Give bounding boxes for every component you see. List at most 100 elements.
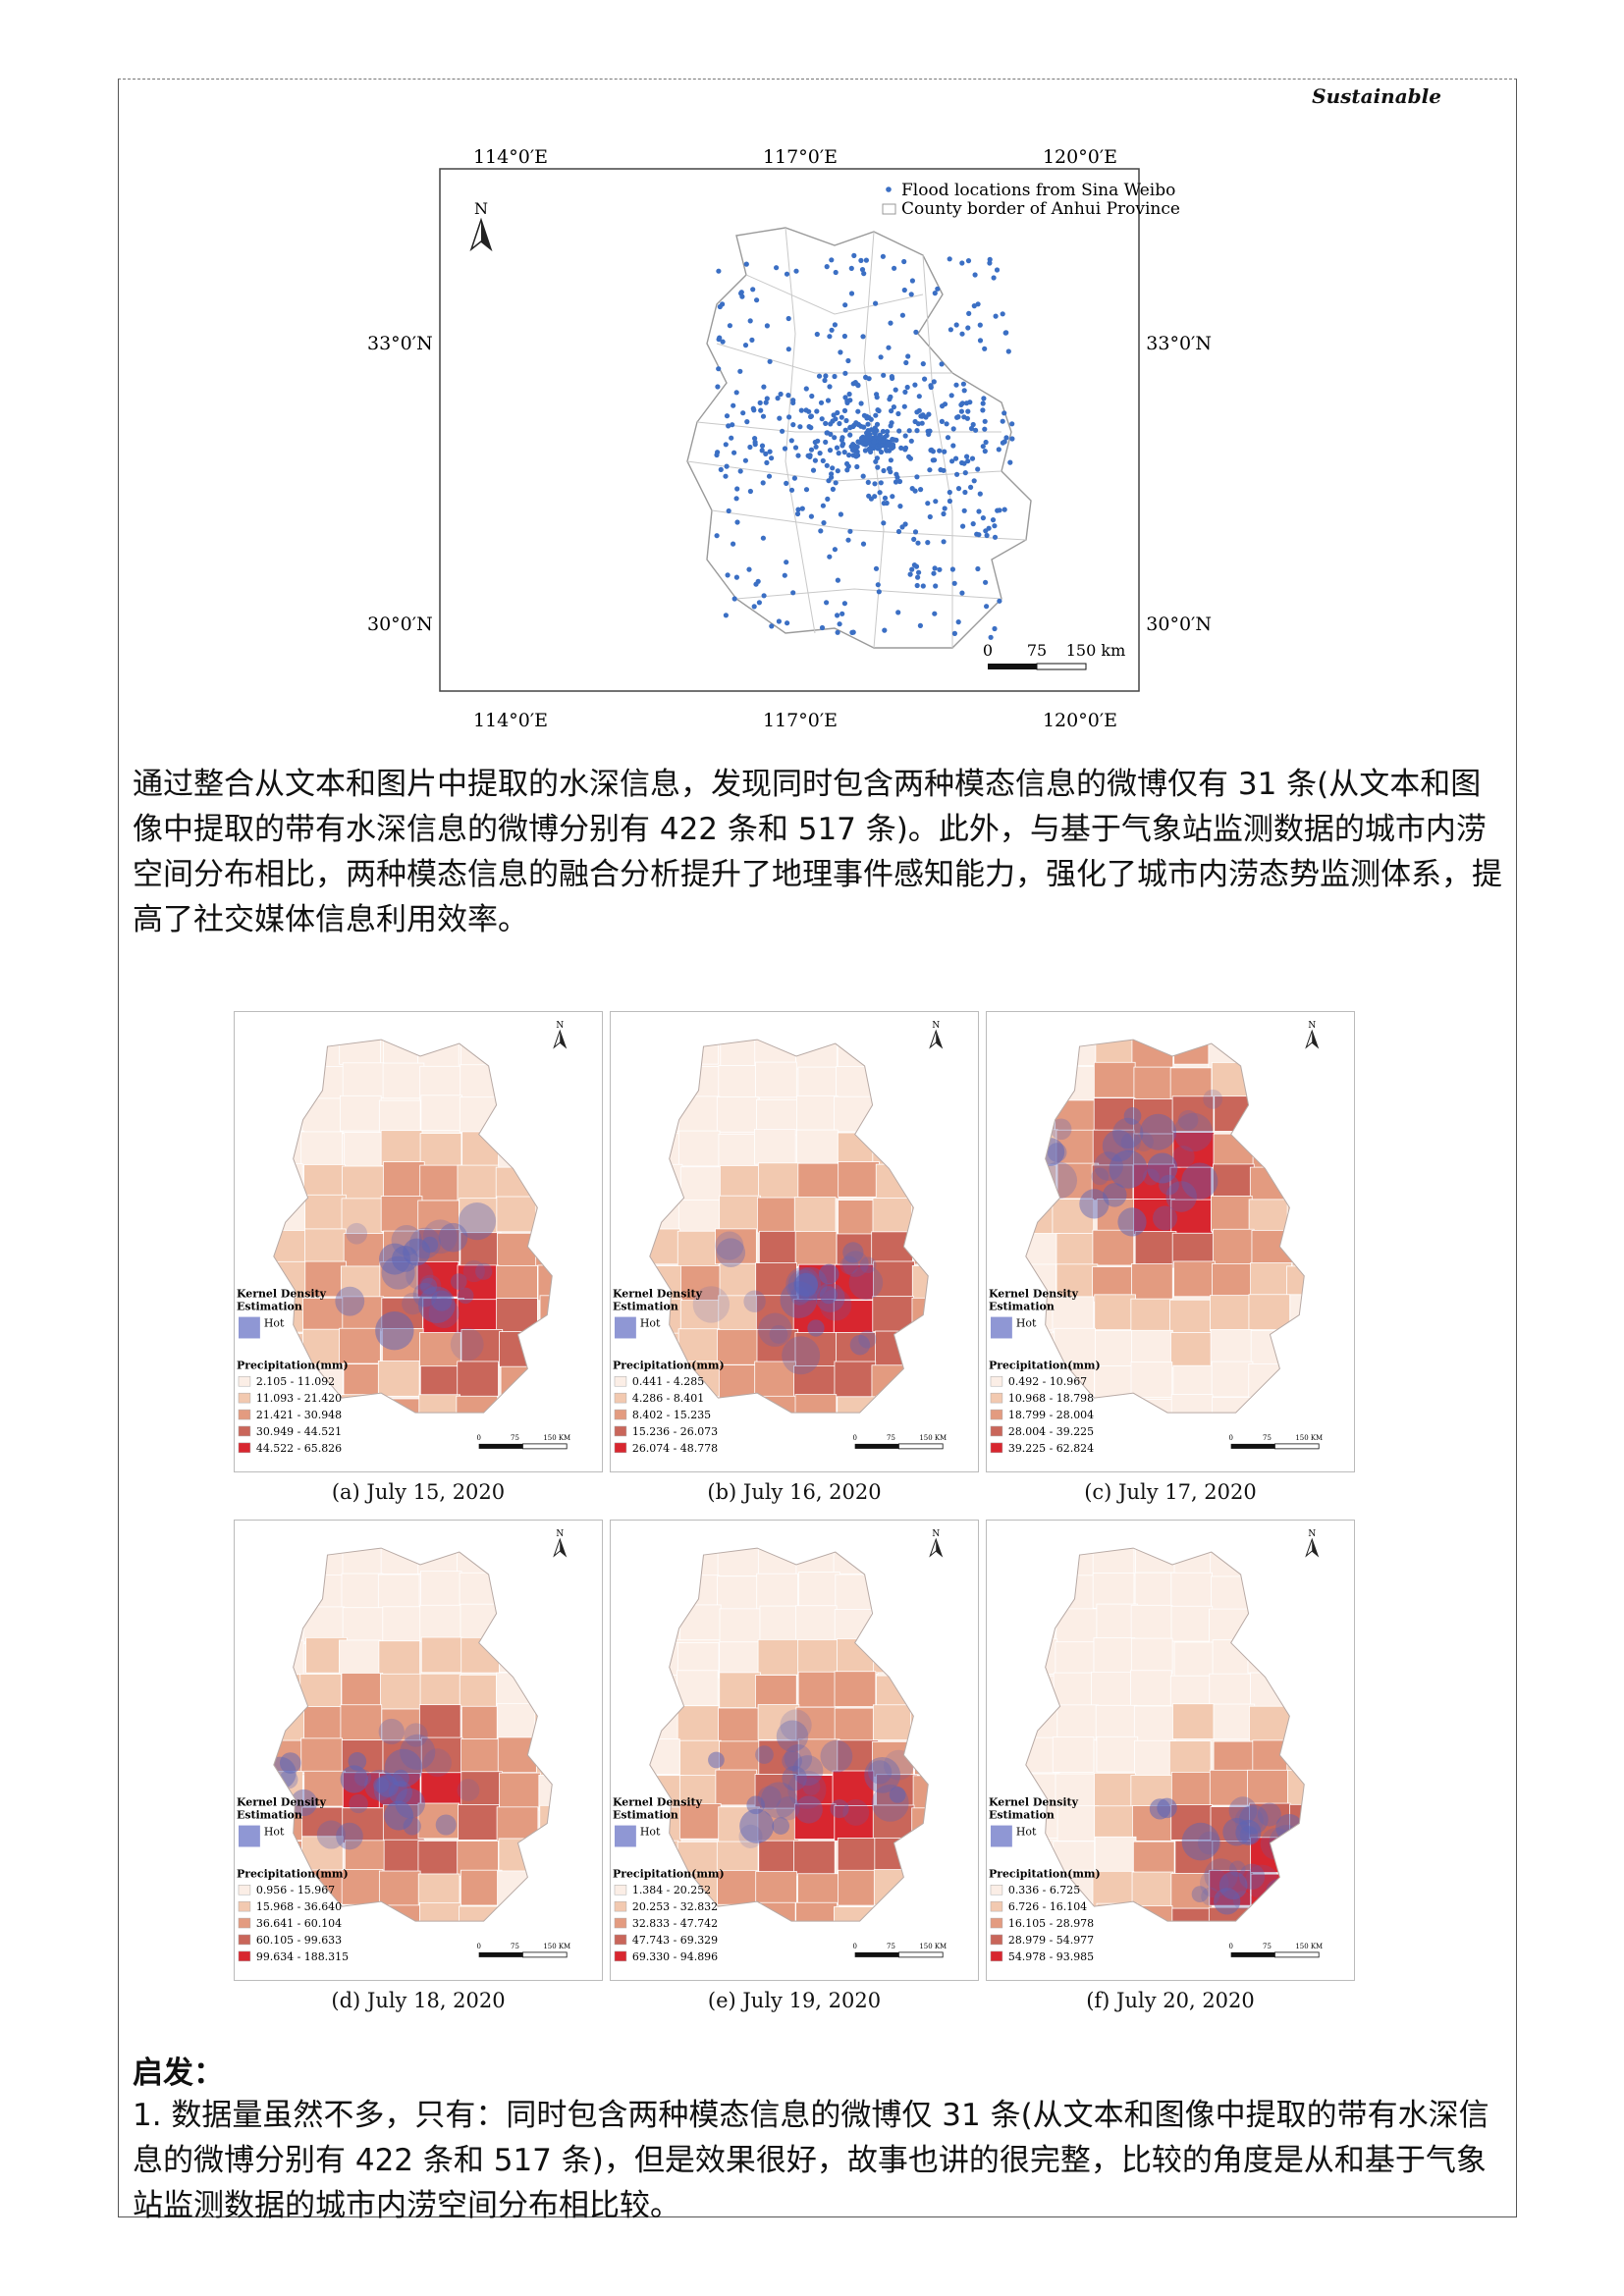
- flood-point: [949, 458, 955, 464]
- flood-point: [734, 486, 740, 492]
- flood-point: [746, 566, 752, 572]
- precip-title: Precipitation(mm): [237, 1867, 349, 1880]
- panel-caption: (e) July 19, 2020: [707, 1989, 882, 2012]
- flood-point: [873, 412, 879, 418]
- flood-point: [724, 463, 730, 469]
- precip-range: 2.105 - 11.092: [256, 1375, 335, 1388]
- flood-point: [959, 260, 965, 266]
- flood-point: [763, 451, 769, 456]
- flood-point: [793, 268, 799, 274]
- flood-point: [764, 323, 770, 329]
- flood-point: [950, 443, 956, 449]
- precip-swatch: [990, 1409, 1003, 1420]
- flood-point: [823, 439, 829, 445]
- flood-point: [932, 457, 938, 463]
- flood-point: [720, 339, 726, 345]
- flood-point: [803, 487, 810, 493]
- flood-point: [893, 387, 898, 393]
- flood-point: [975, 466, 981, 472]
- flood-point: [903, 359, 909, 366]
- flood-point: [892, 265, 897, 271]
- flood-point: [951, 580, 957, 586]
- flood-point: [987, 260, 993, 266]
- svg-text:Estimation: Estimation: [613, 1301, 678, 1313]
- svg-text:75: 75: [1263, 1943, 1272, 1950]
- flood-point: [716, 366, 722, 372]
- flood-point: [858, 400, 864, 406]
- scale-bar: 0 75 150 KM: [476, 1943, 570, 1958]
- flood-point: [1001, 410, 1007, 416]
- flood-point: [927, 428, 933, 434]
- flood-point: [997, 507, 1002, 513]
- flood-point: [959, 590, 965, 596]
- flood-point: [740, 410, 746, 416]
- flood-point: [851, 252, 857, 258]
- flood-point: [782, 446, 788, 452]
- flood-point: [854, 449, 860, 454]
- flood-point: [885, 429, 891, 435]
- svg-text:0: 0: [983, 641, 993, 660]
- flood-point: [718, 466, 724, 472]
- flood-point: [830, 465, 836, 471]
- flood-point: [951, 630, 958, 636]
- precip-range: 69.330 - 94.896: [632, 1950, 718, 1963]
- flood-point: [724, 413, 731, 419]
- precip-swatch: [614, 1392, 627, 1404]
- flood-point: [941, 510, 947, 517]
- flood-point: [937, 566, 943, 572]
- flood-point: [785, 620, 790, 626]
- flood-point: [849, 629, 855, 635]
- flood-point: [834, 445, 840, 451]
- flood-point: [833, 269, 839, 276]
- svg-text:0: 0: [476, 1943, 480, 1950]
- lat-label-right: 33°0′N: [1146, 333, 1212, 354]
- svg-text:150 KM: 150 KM: [543, 1434, 570, 1442]
- flood-point: [816, 373, 823, 379]
- flood-point: [954, 471, 960, 477]
- precip-swatch: [990, 1392, 1003, 1404]
- flood-point: [825, 398, 832, 403]
- flood-point: [888, 320, 893, 326]
- flood-point: [756, 600, 762, 606]
- precip-range: 0.492 - 10.967: [1008, 1375, 1087, 1388]
- flood-point: [935, 286, 941, 292]
- precip-range: 11.093 - 21.420: [256, 1392, 342, 1405]
- flood-point: [744, 419, 750, 425]
- panel-caption: (c) July 17, 2020: [1084, 1480, 1257, 1504]
- flood-point: [820, 457, 826, 463]
- scale-bar: 0 75 150 KM: [1228, 1434, 1323, 1450]
- flood-point: [798, 407, 804, 413]
- flood-point: [827, 448, 834, 454]
- flood-point: [887, 397, 893, 402]
- svg-text:N: N: [1308, 1529, 1316, 1539]
- flood-point: [822, 377, 828, 384]
- precip-range: 15.236 - 26.073: [632, 1425, 718, 1438]
- precip-title: Precipitation(mm): [237, 1359, 349, 1371]
- flood-point: [723, 613, 729, 618]
- north-arrow-icon: N: [1305, 1529, 1320, 1558]
- flood-point: [932, 611, 938, 616]
- flood-point: [1003, 330, 1009, 336]
- flood-point: [726, 507, 731, 514]
- flood-point: [858, 257, 864, 263]
- north-arrow-icon: N: [469, 199, 493, 252]
- flood-point: [842, 302, 848, 308]
- flood-point: [913, 329, 919, 335]
- flood-point: [959, 400, 965, 406]
- flood-point: [829, 257, 835, 263]
- scale-bar: 0 75 150 KM: [476, 1434, 570, 1450]
- flood-point: [990, 517, 997, 523]
- flood-point: [714, 533, 720, 539]
- legend-border-label: County border of Anhui Province: [901, 199, 1180, 219]
- flood-point: [716, 268, 722, 274]
- flood-point: [742, 457, 748, 463]
- flood-point: [908, 438, 914, 444]
- flood-point: [846, 453, 852, 458]
- flood-point: [751, 604, 757, 610]
- precip-range: 39.225 - 62.824: [1008, 1442, 1094, 1455]
- scale-bar: 0 75 150 KM: [1228, 1943, 1323, 1958]
- flood-point: [876, 446, 882, 452]
- svg-text:N: N: [556, 1021, 564, 1031]
- precip-title: Precipitation(mm): [989, 1867, 1101, 1880]
